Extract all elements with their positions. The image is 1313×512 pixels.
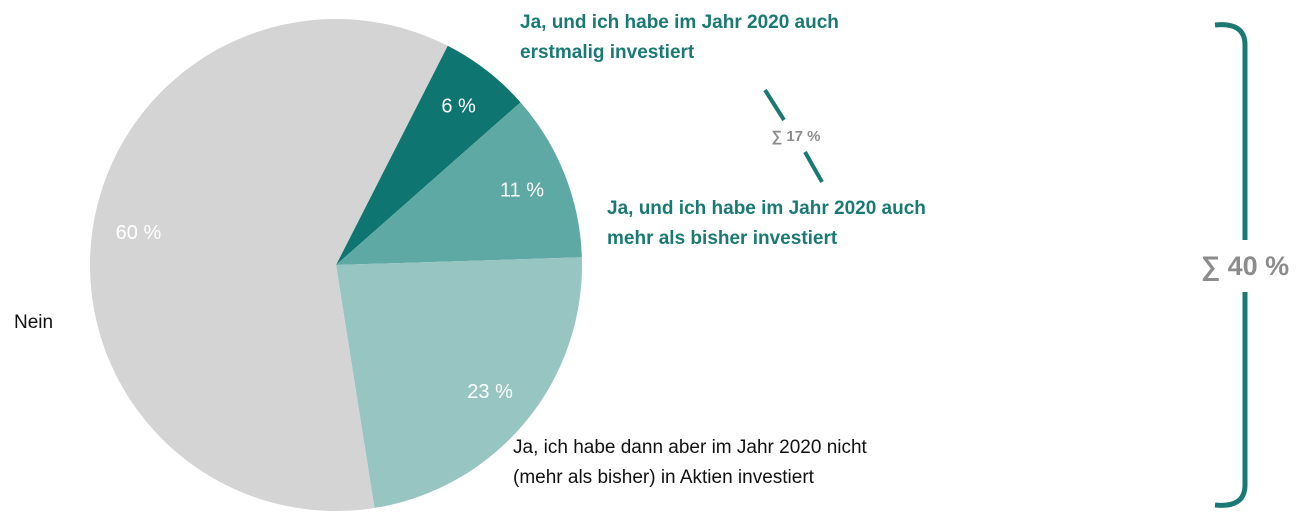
value-label: 60 %: [116, 222, 162, 244]
category-label: Nein: [14, 312, 54, 333]
category-label: Ja, und ich habe im Jahr 2020 auch erstm…: [520, 12, 839, 63]
value-label: 11 %: [500, 180, 544, 202]
category-label: Ja, ich habe dann aber im Jahr 2020 nich…: [513, 437, 867, 488]
bracket-small: [803, 151, 824, 183]
annotation: ∑ 40 %: [1201, 251, 1289, 281]
pie-slice: [336, 45, 521, 265]
annotation: ∑ 17 %: [771, 128, 820, 145]
bracket-large: [1214, 292, 1248, 508]
category-label: Ja, und ich habe im Jahr 2020 auch mehr …: [607, 198, 926, 249]
pie-slice: [336, 102, 582, 265]
pie-slice: [89, 19, 448, 512]
value-label: 23 %: [467, 381, 513, 403]
bracket-small: [763, 88, 786, 122]
value-label: 6 %: [441, 95, 476, 117]
pie-slice: [336, 257, 582, 508]
bracket-large: [1214, 22, 1248, 240]
